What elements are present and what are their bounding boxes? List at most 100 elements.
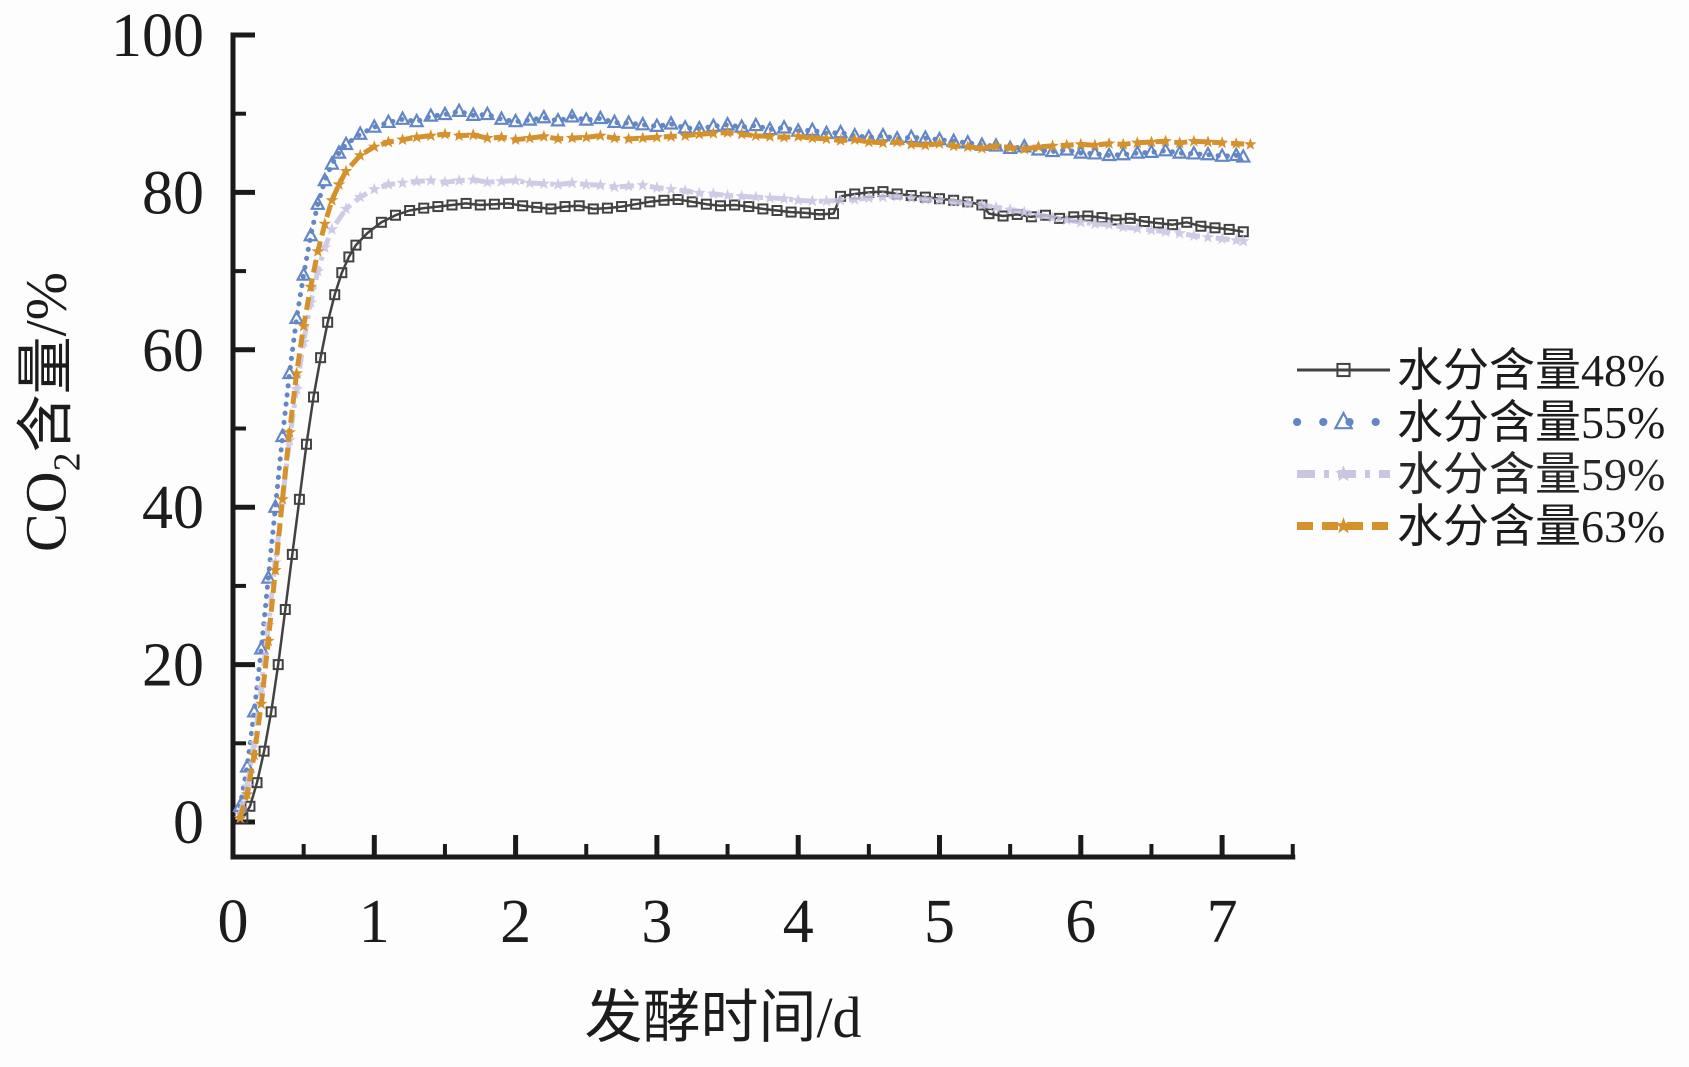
star-marker bbox=[551, 132, 565, 145]
series-line bbox=[241, 190, 1244, 819]
square-marker bbox=[404, 205, 416, 217]
star-marker bbox=[1102, 137, 1116, 149]
triangle-marker bbox=[493, 110, 510, 125]
star-marker bbox=[481, 131, 494, 144]
star-marker bbox=[255, 681, 268, 694]
triangle-marker bbox=[606, 113, 623, 129]
star-marker bbox=[1244, 137, 1257, 150]
triangle-marker bbox=[331, 144, 347, 159]
square-marker bbox=[315, 352, 327, 364]
square-marker bbox=[272, 659, 284, 671]
star-marker bbox=[763, 191, 777, 204]
star-marker bbox=[707, 187, 720, 200]
star-marker bbox=[481, 175, 494, 188]
star-marker bbox=[551, 177, 565, 190]
star-marker bbox=[495, 130, 508, 143]
square-marker bbox=[1082, 210, 1094, 222]
square-marker bbox=[630, 198, 642, 210]
triangle-marker bbox=[1235, 148, 1252, 163]
x-tick-label: 5 bbox=[924, 888, 955, 956]
triangle-marker bbox=[747, 116, 764, 132]
triangle-marker bbox=[338, 135, 354, 151]
star-marker bbox=[1237, 234, 1250, 247]
triangle-marker bbox=[1171, 144, 1188, 159]
star-marker bbox=[791, 129, 805, 142]
series-line bbox=[237, 177, 1244, 815]
square-marker bbox=[375, 216, 387, 228]
star-marker bbox=[311, 244, 325, 257]
star-marker bbox=[947, 195, 960, 208]
star-marker bbox=[707, 126, 720, 139]
square-marker bbox=[503, 197, 515, 209]
triangle-marker bbox=[536, 108, 552, 124]
star-marker bbox=[495, 174, 508, 187]
square-marker bbox=[336, 267, 348, 279]
square-marker bbox=[1153, 217, 1165, 229]
star-marker bbox=[890, 189, 904, 202]
y-tick-label: 20 bbox=[142, 632, 204, 700]
star-marker bbox=[721, 126, 734, 138]
star-marker bbox=[523, 131, 536, 144]
star-marker bbox=[975, 141, 989, 154]
star-marker bbox=[509, 133, 522, 145]
star-marker bbox=[905, 137, 918, 150]
star-marker bbox=[650, 130, 664, 143]
star-marker bbox=[466, 128, 480, 141]
triangle-marker bbox=[578, 111, 595, 126]
legend-item: 水分含量48% bbox=[1297, 345, 1665, 396]
square-marker bbox=[308, 391, 320, 403]
star-marker bbox=[693, 186, 706, 199]
square-marker bbox=[785, 206, 797, 218]
square-marker bbox=[329, 289, 341, 301]
square-marker bbox=[251, 777, 263, 789]
x-axis-title: 发酵时间/d bbox=[584, 985, 862, 1050]
star-marker bbox=[1032, 140, 1045, 153]
star-marker bbox=[410, 174, 423, 187]
star-marker bbox=[452, 174, 466, 186]
star-marker bbox=[1116, 220, 1130, 233]
star-marker bbox=[396, 176, 409, 189]
star-marker bbox=[466, 173, 480, 186]
triangle-marker bbox=[550, 111, 566, 127]
triangle-marker bbox=[267, 498, 284, 513]
star-marker bbox=[1230, 137, 1243, 149]
star-marker bbox=[396, 133, 409, 145]
triangle-marker bbox=[1143, 143, 1160, 158]
star-marker bbox=[283, 425, 296, 438]
star-marker bbox=[339, 164, 353, 177]
star-marker bbox=[523, 176, 536, 189]
triangle-marker bbox=[1186, 144, 1202, 160]
star-marker bbox=[820, 194, 833, 207]
star-marker bbox=[862, 135, 876, 148]
star-marker bbox=[1088, 217, 1102, 230]
square-marker bbox=[559, 201, 571, 213]
square-marker bbox=[616, 201, 628, 213]
square-marker bbox=[1209, 222, 1221, 234]
star-marker bbox=[247, 748, 261, 761]
star-marker bbox=[876, 136, 890, 149]
square-marker bbox=[1167, 219, 1179, 231]
star-marker bbox=[318, 240, 332, 253]
square-marker bbox=[488, 198, 500, 210]
star-marker bbox=[1003, 203, 1017, 216]
legend-item: 水分含量59% bbox=[1297, 449, 1665, 500]
x-tick-label: 3 bbox=[641, 888, 672, 956]
star-marker bbox=[1018, 205, 1031, 218]
square-marker bbox=[658, 194, 670, 206]
star-marker bbox=[438, 127, 452, 140]
star-marker bbox=[565, 131, 579, 144]
star-marker bbox=[325, 222, 339, 235]
triangle-marker bbox=[1214, 147, 1230, 162]
star-marker bbox=[693, 127, 706, 140]
star-marker bbox=[1159, 225, 1172, 238]
star-marker bbox=[622, 179, 635, 192]
triangle-marker bbox=[317, 171, 333, 187]
triangle-marker bbox=[649, 117, 665, 132]
triangle-marker bbox=[564, 107, 580, 123]
triangle-marker bbox=[260, 569, 277, 584]
y-tick-label: 40 bbox=[142, 474, 204, 542]
star-marker bbox=[325, 193, 339, 206]
square-marker bbox=[672, 193, 684, 205]
star-marker bbox=[1145, 223, 1158, 236]
triangle-marker bbox=[352, 125, 369, 140]
